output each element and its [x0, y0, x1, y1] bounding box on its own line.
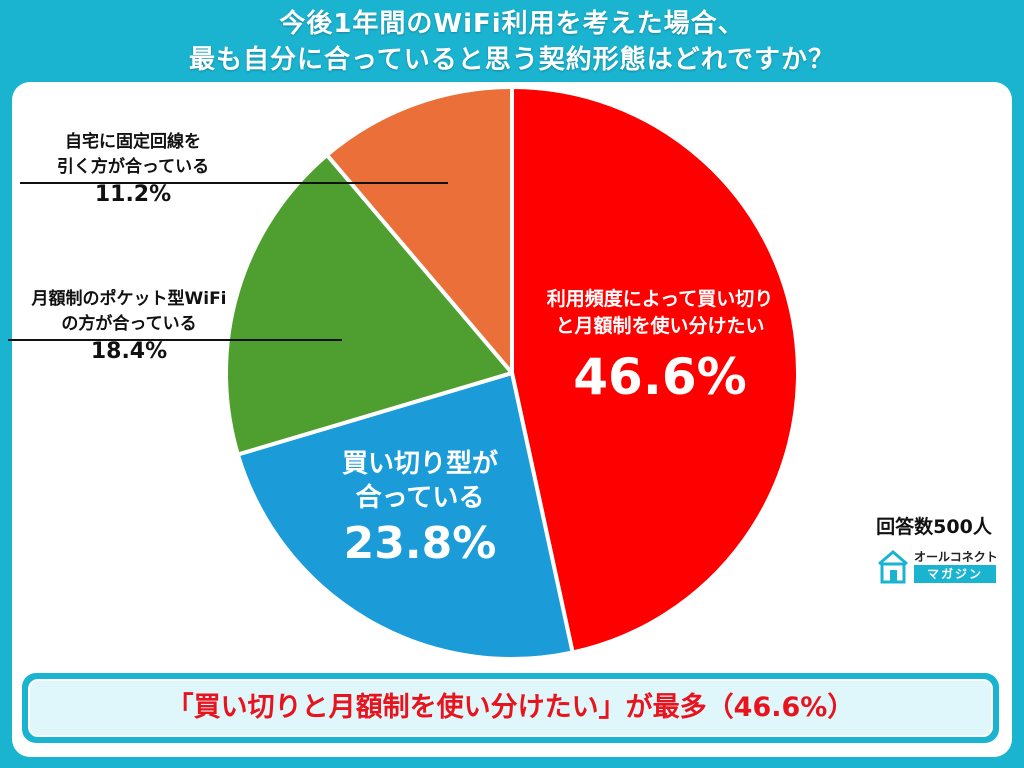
brand-name-line-2: マガジン: [914, 565, 996, 583]
slice-3-pct: 18.4%: [90, 339, 168, 364]
slice-2-label: 買い切り型が 合っている 23.8%: [300, 447, 540, 573]
slice-3-callout: 月額制のポケット型WiFi の方が合っている 18.4%: [14, 287, 244, 367]
title-line-1: 今後1年間のWiFi利用を考えた場合、: [279, 9, 745, 39]
brand-name-line-1: オールコネクト: [914, 550, 998, 564]
title-line-2: 最も自分に合っていると思う契約形態はどれですか？: [189, 45, 835, 75]
slice-1-label: 利用頻度によって買い切り と月額制を使い分けたい 46.6%: [520, 286, 800, 414]
slice-4-pct: 11.2%: [94, 182, 172, 207]
house-icon: [878, 550, 908, 584]
summary-banner: 「買い切りと月額制を使い分けたい」が最多（46.6%）: [22, 673, 999, 743]
respondent-count: 回答数500人: [876, 516, 992, 538]
slice-4-label-line-2: 引く方が合っている: [56, 157, 210, 177]
pie-slice-1: [510, 85, 800, 655]
pie-slice-3: [224, 152, 514, 457]
slice-4-label-line-1: 自宅に固定回線を: [65, 132, 201, 152]
slice-2-label-line-2: 合っている: [355, 483, 485, 513]
chart-title: 今後1年間のWiFi利用を考えた場合、 最も自分に合っていると思う契約形態はどれ…: [0, 6, 1024, 78]
pie-slice-4: [324, 85, 514, 375]
slice-2-pct: 23.8%: [343, 518, 497, 569]
slice-1-label-line-2: と月額制を使い分けたい: [555, 315, 765, 337]
brand-logo: オールコネクト マガジン: [876, 546, 1000, 586]
slice-2-label-line-1: 買い切り型が: [341, 449, 498, 479]
slice-1-pct: 46.6%: [573, 348, 747, 406]
slice-3-label-line-1: 月額制のポケット型WiFi: [31, 289, 227, 309]
slice-3-label-line-2: の方が合っている: [61, 314, 197, 334]
slice-1-label-line-1: 利用頻度によって買い切り: [546, 288, 774, 310]
summary-banner-text: 「買い切りと月額制を使い分けたい」が最多（46.6%）: [28, 679, 993, 737]
slice-4-callout: 自宅に固定回線を 引く方が合っている 11.2%: [28, 130, 238, 210]
pie-slice-2: [235, 371, 575, 661]
